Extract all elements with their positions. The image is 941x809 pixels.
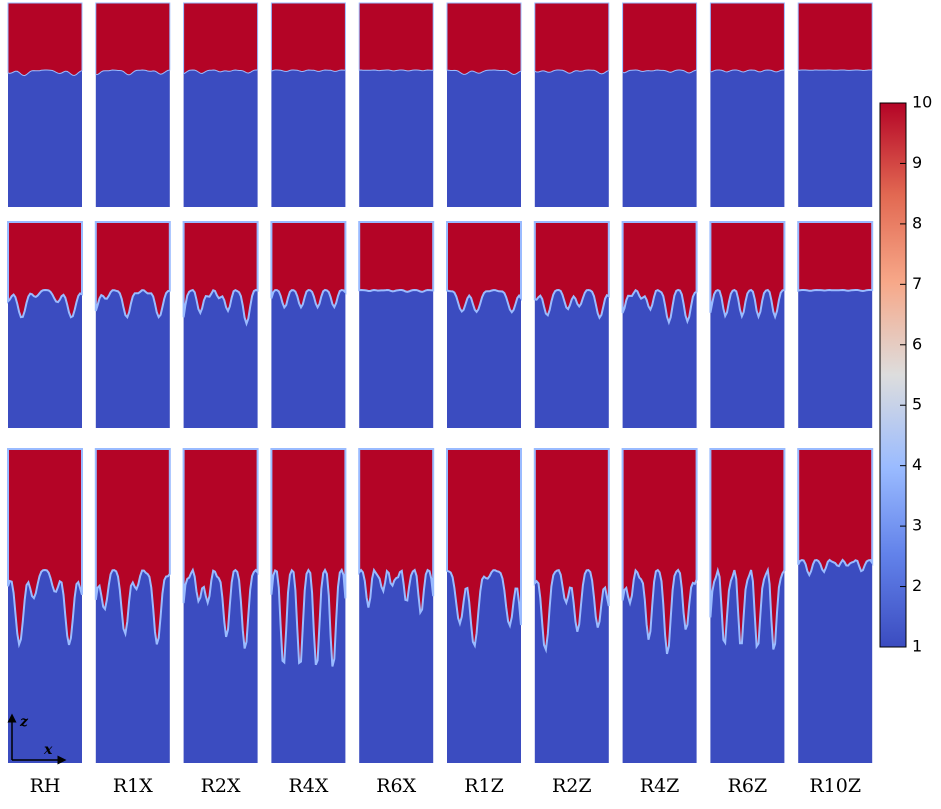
axis-indicator: z x — [7, 713, 67, 765]
heavy-fluid — [709, 221, 786, 320]
colorbar — [879, 102, 907, 648]
heavy-fluid — [358, 221, 435, 293]
colorbar-tick-label: 4 — [912, 455, 922, 474]
heavy-fluid — [183, 2, 259, 75]
heavy-fluid — [182, 221, 259, 327]
column-label: R6Z — [728, 775, 768, 797]
heavy-fluid — [270, 448, 347, 667]
heavy-fluid — [446, 448, 522, 649]
heavy-fluid — [709, 448, 786, 650]
heavy-fluid — [182, 448, 259, 649]
colorbar-tick-label: 6 — [912, 334, 922, 353]
heavy-fluid — [7, 448, 83, 649]
heavy-fluid — [94, 221, 171, 320]
heavy-fluid — [621, 448, 698, 655]
heavy-fluid — [534, 2, 610, 75]
heavy-fluid — [270, 221, 347, 310]
column-label: R1Z — [464, 775, 504, 797]
colorbar-tick-label: 1 — [912, 637, 922, 656]
heavy-fluid — [94, 448, 171, 645]
colorbar-tick-label: 5 — [912, 395, 922, 414]
axis-z-label: z — [19, 714, 29, 730]
column-label: R6X — [376, 775, 416, 797]
colorbar-tick-label: 9 — [912, 153, 922, 172]
heavy-fluid — [709, 2, 785, 73]
column-label: RH — [30, 775, 61, 797]
heavy-fluid — [797, 448, 874, 578]
heavy-fluid — [270, 2, 346, 73]
heavy-fluid — [621, 221, 698, 326]
column-label: R4X — [288, 775, 328, 797]
heavy-fluid — [622, 2, 698, 74]
heavy-fluid — [446, 2, 522, 76]
column-label: R2Z — [552, 775, 592, 797]
column-label: R4Z — [640, 775, 680, 797]
heavy-fluid — [358, 2, 434, 72]
colorbar-tick-label: 2 — [912, 576, 922, 595]
colorbar-tick-label: 3 — [912, 516, 922, 535]
column-label: R2X — [201, 775, 241, 797]
column-label: R1X — [113, 775, 153, 797]
colorbar-tick-label: 10 — [912, 93, 932, 112]
heavy-fluid — [533, 221, 610, 320]
heavy-fluid — [533, 448, 610, 654]
panels — [7, 2, 874, 763]
heavy-fluid — [7, 2, 83, 77]
heavy-fluid — [7, 221, 83, 319]
colorbar-tick-label: 7 — [912, 274, 922, 293]
heavy-fluid — [797, 2, 873, 72]
column-label: R10Z — [809, 775, 861, 797]
heavy-fluid — [446, 221, 522, 314]
heavy-fluid — [95, 2, 171, 76]
colorbar-tick-label: 8 — [912, 213, 922, 232]
heavy-fluid — [358, 448, 435, 616]
axis-x-label: x — [43, 742, 53, 758]
heavy-fluid — [797, 221, 874, 293]
